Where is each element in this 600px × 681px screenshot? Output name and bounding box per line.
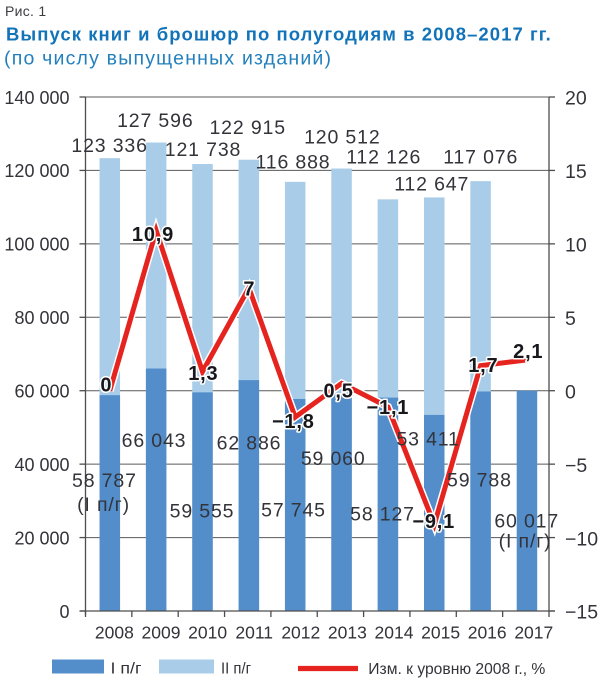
svg-text:0: 0 xyxy=(59,602,69,622)
svg-text:5: 5 xyxy=(565,308,576,330)
svg-text:Рис. 1: Рис. 1 xyxy=(5,3,47,19)
svg-text:2016: 2016 xyxy=(468,623,507,643)
svg-text:60 000: 60 000 xyxy=(14,382,69,402)
svg-text:100 000: 100 000 xyxy=(4,235,69,255)
svg-text:0: 0 xyxy=(565,381,576,403)
svg-text:80 000: 80 000 xyxy=(14,308,69,328)
svg-text:117 076: 117 076 xyxy=(443,147,518,169)
svg-text:127 596: 127 596 xyxy=(117,110,193,132)
svg-text:−15: −15 xyxy=(565,602,598,624)
svg-text:121 738: 121 738 xyxy=(165,139,241,161)
svg-text:I п/г: I п/г xyxy=(111,661,142,678)
svg-text:20: 20 xyxy=(565,88,587,110)
svg-text:112 647: 112 647 xyxy=(394,174,469,196)
svg-text:123 336: 123 336 xyxy=(71,135,147,157)
svg-text:112 126: 112 126 xyxy=(346,146,421,168)
svg-text:2009: 2009 xyxy=(142,623,181,643)
svg-text:2012: 2012 xyxy=(281,623,320,643)
svg-text:(по числу выпущенных изданий): (по числу выпущенных изданий) xyxy=(4,48,332,70)
svg-text:II п/г: II п/г xyxy=(221,661,251,678)
svg-text:2010: 2010 xyxy=(188,623,227,643)
svg-text:(I п/г): (I п/г) xyxy=(499,531,552,553)
svg-text:59 788: 59 788 xyxy=(447,469,512,491)
svg-text:116 888: 116 888 xyxy=(256,152,331,174)
svg-text:60 017: 60 017 xyxy=(494,511,559,533)
svg-text:120 512: 120 512 xyxy=(304,126,380,148)
svg-text:−1,1: −1,1 xyxy=(367,397,410,419)
svg-text:2017: 2017 xyxy=(514,623,553,643)
svg-text:Выпуск книг и брошюр по полуго: Выпуск книг и брошюр по полугодиям в 200… xyxy=(6,24,552,45)
svg-text:7: 7 xyxy=(243,279,255,301)
svg-text:59 555: 59 555 xyxy=(170,501,235,523)
svg-text:0,5: 0,5 xyxy=(323,380,353,402)
svg-text:−9,1: −9,1 xyxy=(412,511,455,533)
svg-text:20 000: 20 000 xyxy=(14,528,69,548)
svg-text:62 886: 62 886 xyxy=(217,433,282,455)
svg-text:0: 0 xyxy=(100,374,112,396)
svg-text:10: 10 xyxy=(565,235,587,257)
svg-text:−5: −5 xyxy=(565,455,587,477)
svg-text:40 000: 40 000 xyxy=(14,455,69,475)
svg-text:−1,8: −1,8 xyxy=(272,411,315,433)
svg-text:2013: 2013 xyxy=(328,623,367,643)
svg-text:1,7: 1,7 xyxy=(468,355,498,377)
svg-text:122 915: 122 915 xyxy=(209,117,285,139)
svg-text:120 000: 120 000 xyxy=(4,161,69,181)
svg-text:2,1: 2,1 xyxy=(513,341,543,363)
svg-text:1,3: 1,3 xyxy=(188,363,218,385)
svg-text:59 060: 59 060 xyxy=(301,448,366,470)
svg-text:140 000: 140 000 xyxy=(4,88,69,108)
svg-text:2015: 2015 xyxy=(421,623,460,643)
svg-text:(I п/г): (I п/г) xyxy=(77,494,130,516)
svg-text:10,9: 10,9 xyxy=(132,224,174,246)
svg-text:58 127: 58 127 xyxy=(350,504,415,526)
svg-text:58 787: 58 787 xyxy=(72,470,137,492)
svg-text:15: 15 xyxy=(565,161,587,183)
svg-text:66 043: 66 043 xyxy=(122,430,187,452)
svg-text:2014: 2014 xyxy=(375,623,414,643)
svg-text:−10: −10 xyxy=(565,528,598,550)
svg-text:53 411: 53 411 xyxy=(396,429,459,451)
svg-text:Изм. к уровню 2008 г., %: Изм. к уровню 2008 г., % xyxy=(368,661,545,678)
svg-text:2008: 2008 xyxy=(95,623,134,643)
svg-text:2011: 2011 xyxy=(235,623,273,643)
svg-text:57 745: 57 745 xyxy=(261,499,326,521)
